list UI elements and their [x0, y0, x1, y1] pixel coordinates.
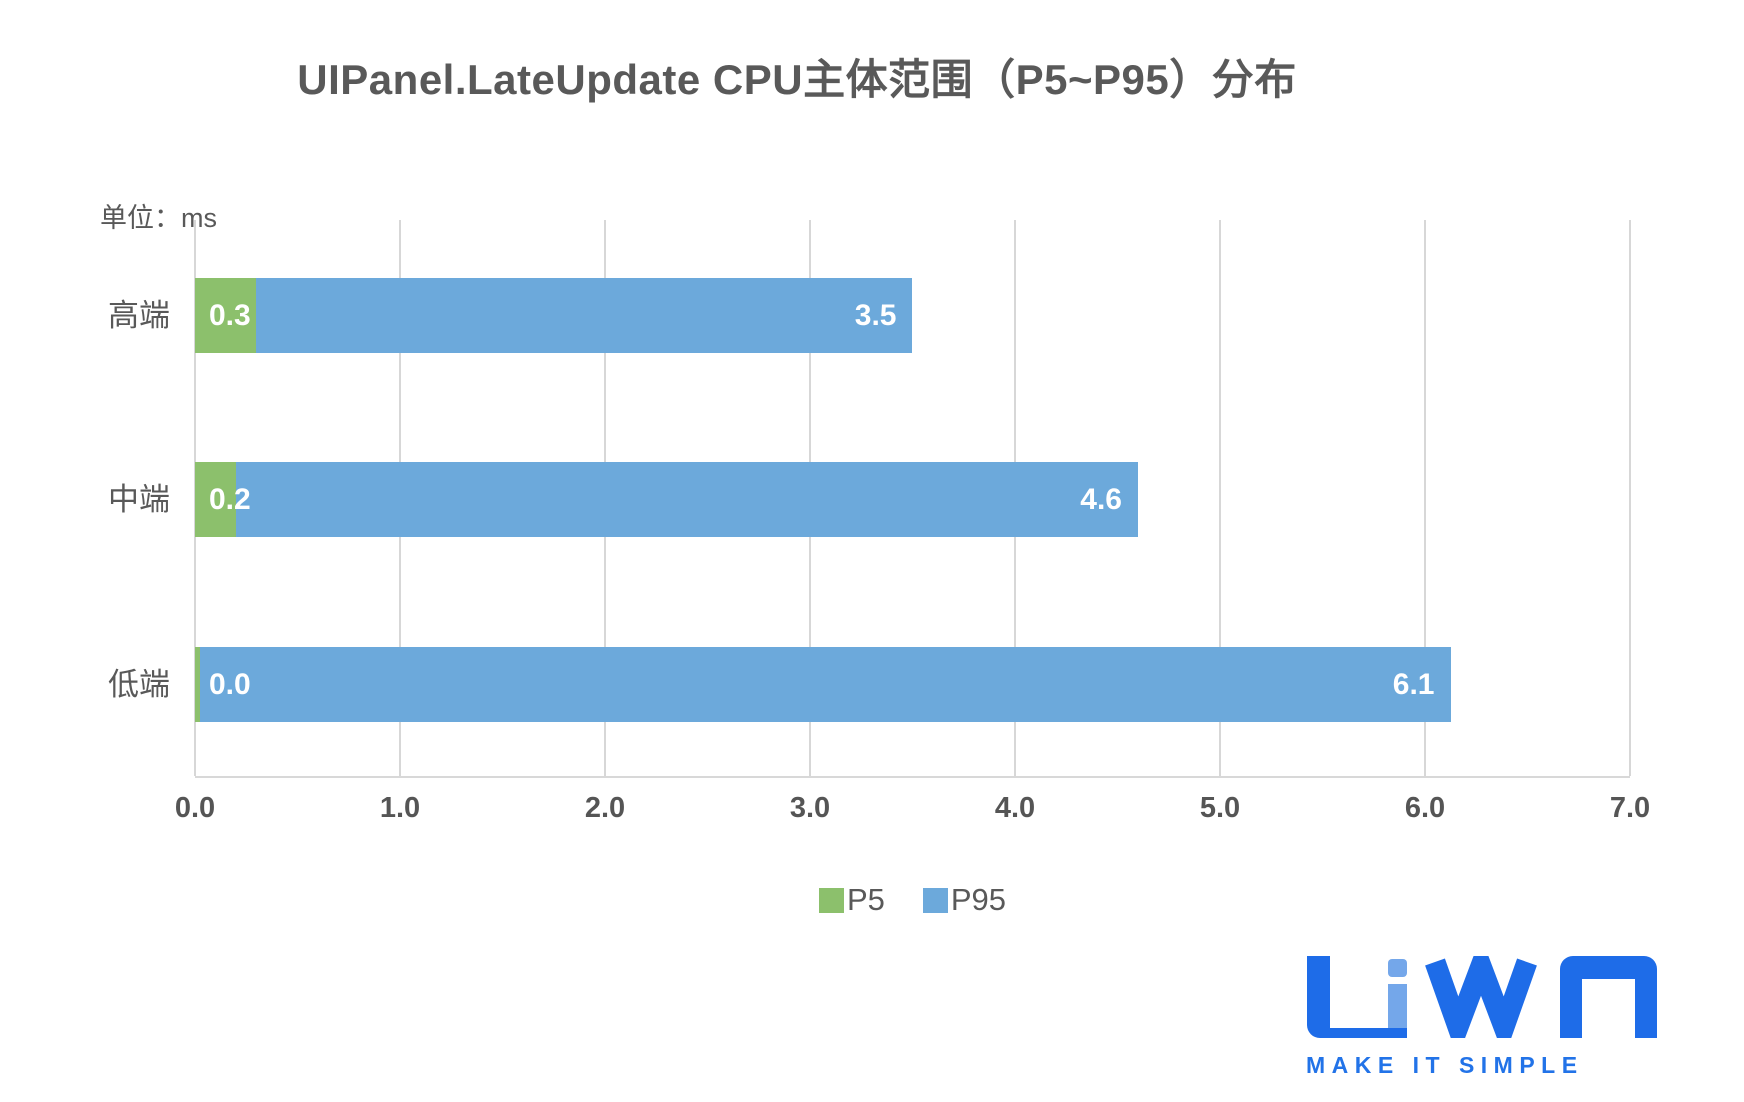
- gridline-6: [1424, 220, 1426, 776]
- category-label: 高端: [108, 298, 170, 333]
- bar-row: 中端 4.6 0.2: [108, 462, 1630, 537]
- bar-value-p5: 0.3: [209, 298, 251, 332]
- bar-row: 高端 3.5 0.3: [108, 278, 1630, 353]
- liwa-logo-icon: [1307, 956, 1657, 1038]
- x-tick-label: 1.0: [379, 792, 421, 824]
- gridline-7: [1629, 220, 1631, 776]
- x-tick-label: 6.0: [1404, 792, 1446, 824]
- gridline-5: [1219, 220, 1221, 776]
- bar-segment-p95: 3.5: [256, 278, 913, 353]
- legend-swatch-p95-icon: [922, 887, 948, 913]
- brand-tagline: MAKE IT SIMPLE: [1306, 1052, 1584, 1078]
- bar-value-p95: 3.5: [854, 298, 897, 332]
- bar-value-p95: 6.1: [1392, 667, 1435, 701]
- legend-label-p5: P5: [846, 882, 885, 917]
- legend-swatch-p5-icon: [818, 887, 844, 913]
- x-tick-label: 2.0: [584, 792, 626, 824]
- x-tick-label: 3.0: [789, 792, 831, 824]
- x-axis: 0.0 1.0 2.0 3.0 4.0 5.0 6.0 7.0: [175, 792, 1650, 828]
- bar-value-p95: 4.6: [1080, 482, 1122, 516]
- bar-segment-p95: 6.1: [200, 647, 1451, 722]
- legend-item-p5[interactable]: P5: [818, 882, 885, 918]
- unit-label-prefix: 单位：: [100, 203, 181, 233]
- unit-label: 单位：ms: [100, 196, 217, 235]
- unit-label-value: ms: [181, 203, 217, 233]
- legend: P5 P95: [195, 882, 1630, 918]
- bar-segment-p5: [195, 647, 200, 722]
- legend-label-p95: P95: [950, 882, 1007, 917]
- category-label: 低端: [108, 667, 170, 702]
- bar-segment-p5: [195, 462, 236, 537]
- category-label: 中端: [108, 482, 170, 517]
- x-tick-label: 5.0: [1199, 792, 1241, 824]
- bar-row: 低端 6.1 0.0: [108, 647, 1630, 722]
- x-tick-label: 0.0: [174, 792, 216, 824]
- plot-area: 高端 3.5 0.3 中端 4.6 0.2 低端 6.1 0.0: [108, 220, 1631, 778]
- bar-segment-p5: [195, 278, 257, 353]
- x-tick-label: 4.0: [994, 792, 1036, 824]
- bar-segment-p95: 4.6: [236, 462, 1138, 537]
- bar-value-p5: 0.0: [209, 667, 251, 701]
- chart-title: UIPanel.LateUpdate CPU主体范围（P5~P95）分布: [297, 56, 1297, 103]
- legend-item-p95[interactable]: P95: [922, 882, 1007, 918]
- brand-logo: MAKE IT SIMPLE: [1306, 956, 1658, 1079]
- x-tick-label: 7.0: [1609, 792, 1651, 824]
- bar-value-p5: 0.2: [209, 482, 251, 516]
